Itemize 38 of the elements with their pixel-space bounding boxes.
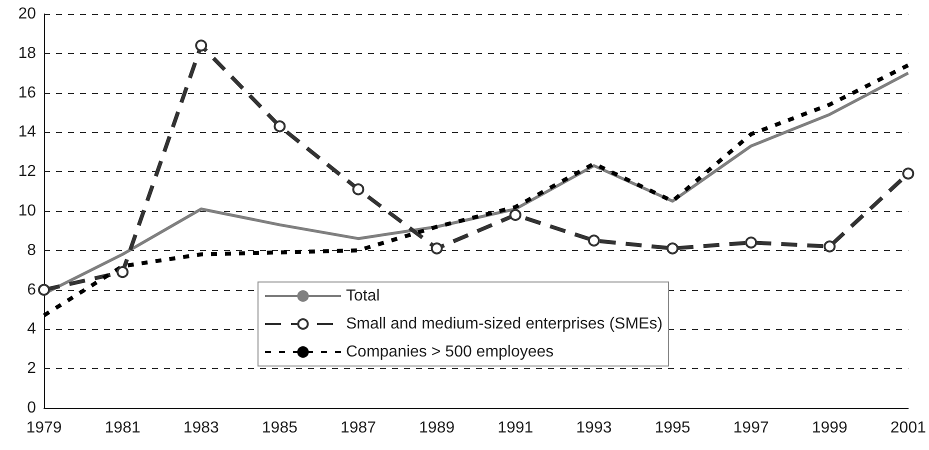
- legend-label: Small and medium-sized enterprises (SMEs): [346, 316, 663, 332]
- point: [666, 242, 679, 254]
- legend-label: Total: [346, 288, 380, 304]
- y-tick-label: 0: [27, 400, 36, 416]
- y-tick-label: 6: [27, 281, 36, 298]
- y-tick-label: 8: [27, 242, 36, 259]
- point: [509, 208, 522, 221]
- y-tick-label: 20: [18, 6, 36, 22]
- y-tick-label: 16: [18, 84, 36, 102]
- point: [902, 168, 914, 180]
- x-tick-label: 1983: [183, 420, 220, 436]
- point: [274, 120, 286, 132]
- point: [824, 240, 836, 252]
- x-tick-label: 1979: [26, 420, 62, 436]
- point: [195, 40, 208, 52]
- y-tick-label: 18: [18, 44, 36, 62]
- point: [745, 236, 758, 249]
- x-tick-label: 1991: [498, 420, 534, 436]
- x-tick-label: 1985: [262, 420, 298, 436]
- point: [352, 183, 364, 196]
- y-tick-label: 2: [27, 360, 36, 378]
- y-tick-label: 10: [18, 202, 36, 220]
- point: [430, 242, 443, 254]
- x-tick-label: 1993: [576, 420, 612, 436]
- x-tick-label: 1995: [654, 420, 690, 436]
- x-tick-label: 1981: [104, 420, 140, 436]
- x-tick-label: 1999: [812, 420, 848, 436]
- y-tick-label: 4: [27, 320, 36, 338]
- point: [38, 284, 50, 296]
- point: [588, 234, 600, 247]
- point: [116, 266, 129, 278]
- legend-label: Companies > 500 employees: [346, 344, 554, 360]
- x-tick-label: 1997: [733, 420, 769, 436]
- x-tick-label: 1989: [419, 420, 455, 436]
- x-tick-label: 2001: [890, 420, 926, 436]
- x-tick-label: 1987: [340, 420, 376, 436]
- y-tick-label: 14: [18, 124, 36, 141]
- y-tick-label: 12: [18, 163, 36, 180]
